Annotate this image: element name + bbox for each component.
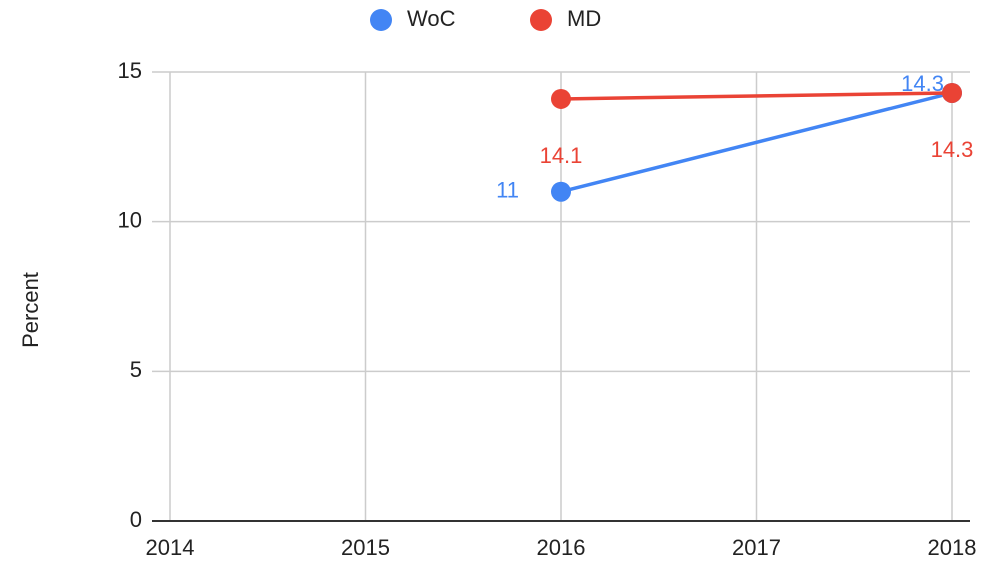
y-tick-label: 5 bbox=[130, 357, 142, 382]
y-tick-label: 15 bbox=[118, 58, 142, 83]
legend-label: MD bbox=[567, 6, 601, 31]
y-tick-label: 0 bbox=[130, 507, 142, 532]
data-label: 14.3 bbox=[931, 137, 974, 162]
data-label: 11 bbox=[496, 178, 519, 203]
data-label: 14.1 bbox=[540, 143, 583, 168]
point bbox=[942, 82, 962, 103]
x-tick-label: 2015 bbox=[341, 535, 390, 560]
y-tick-label: 10 bbox=[118, 207, 142, 232]
legend-marker bbox=[530, 9, 552, 31]
x-tick-label: 2017 bbox=[732, 535, 781, 560]
y-axis-label: Percent bbox=[18, 272, 43, 348]
series-line bbox=[560, 91, 953, 194]
legend-marker bbox=[370, 9, 392, 31]
series-line bbox=[560, 91, 953, 101]
x-tick-label: 2016 bbox=[537, 535, 586, 560]
point bbox=[551, 88, 571, 109]
point bbox=[551, 181, 571, 202]
x-tick-label: 2018 bbox=[928, 535, 977, 560]
x-tick-label: 2014 bbox=[146, 535, 195, 560]
legend-label: WoC bbox=[407, 6, 456, 31]
